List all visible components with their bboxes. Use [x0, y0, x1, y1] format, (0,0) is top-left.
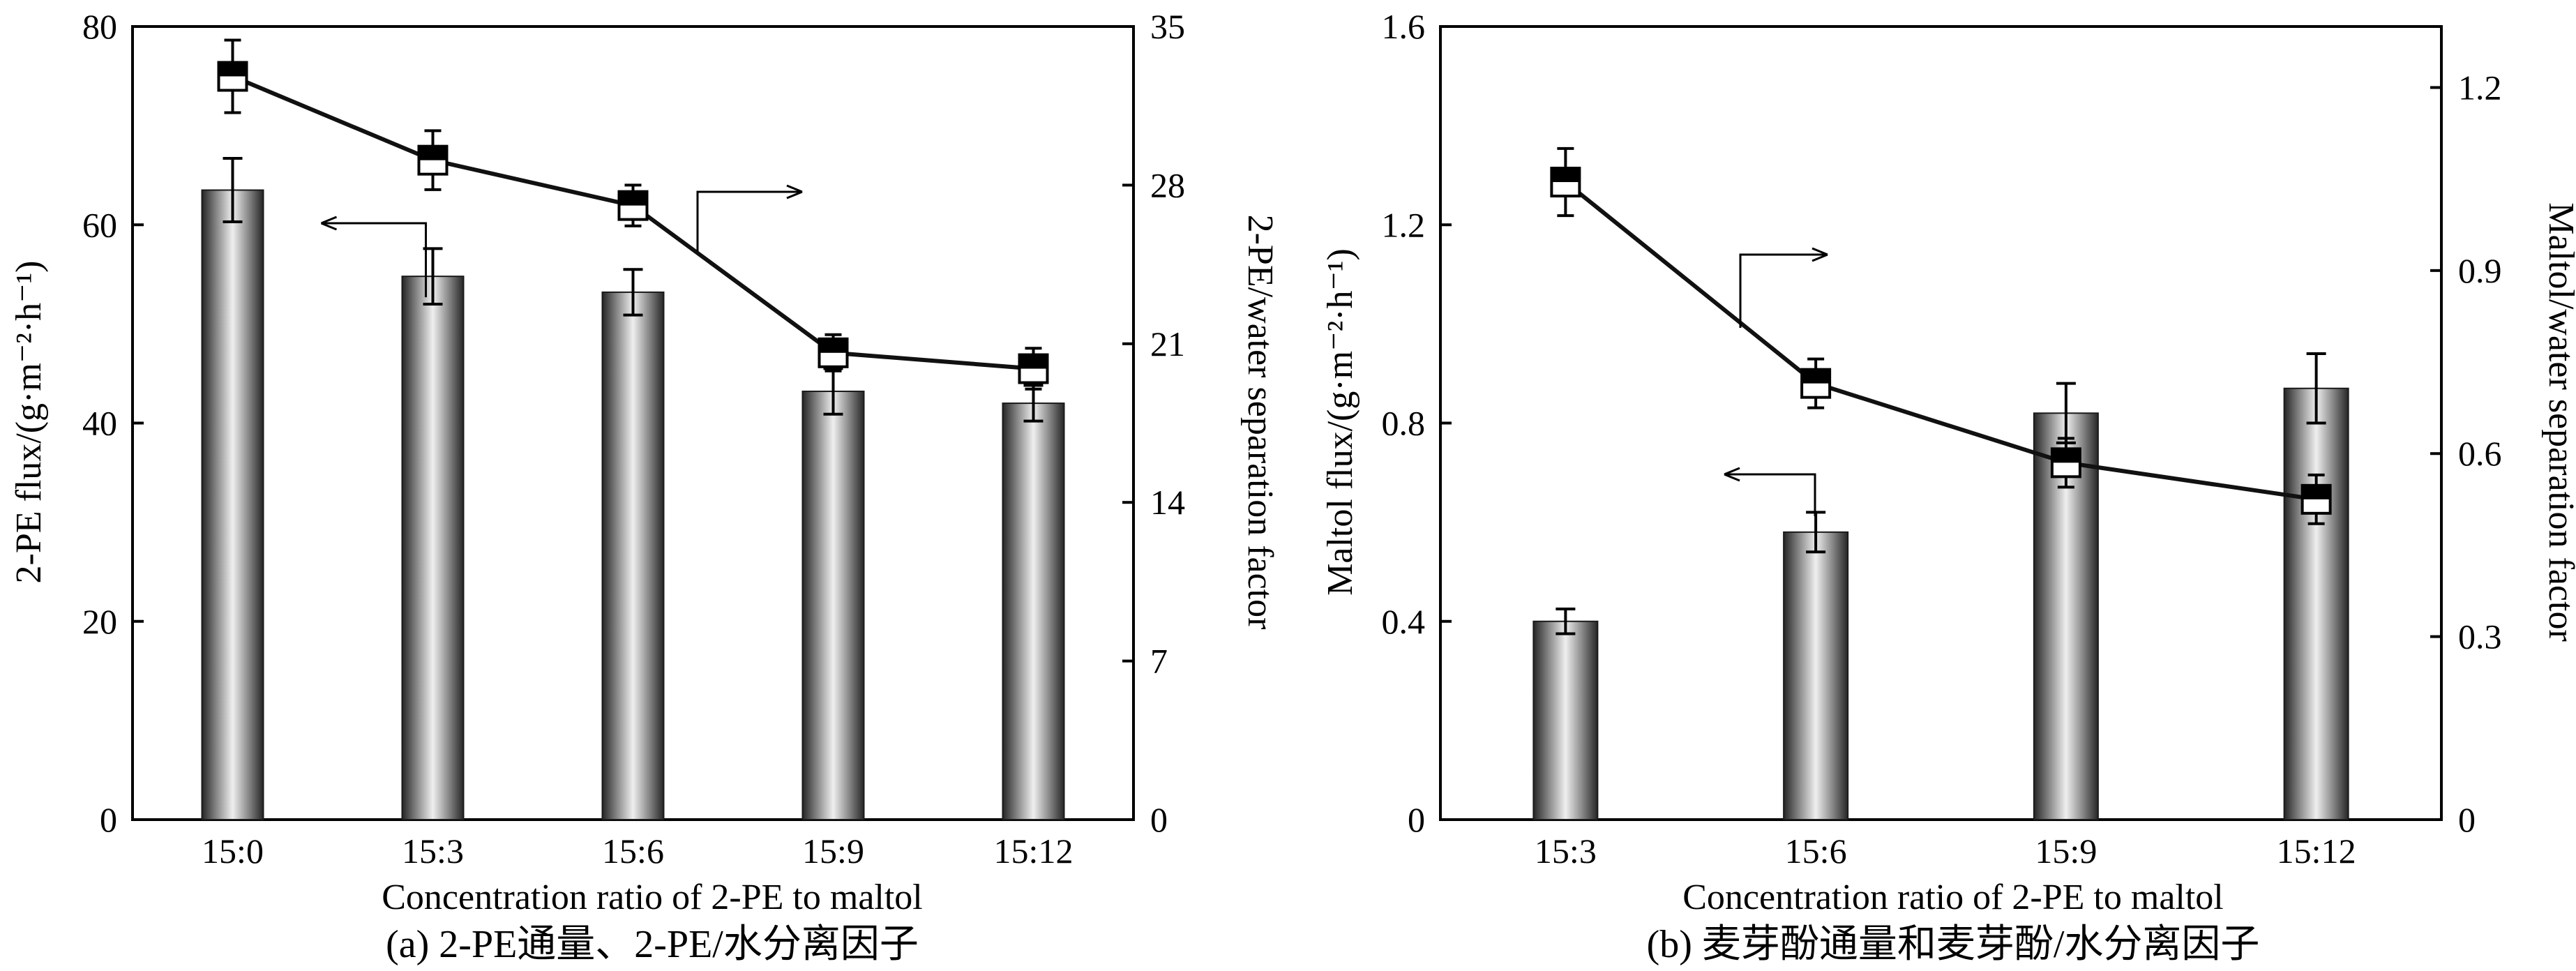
panel-a-plot: 0 20 40 60 80 0 7 14 21 28 35 15:0 15:3 15:6 15:9 15:12 — [82, 7, 1185, 871]
panel-b-y-left-title: Maltol flux/(g·m⁻²·h⁻¹) — [1320, 248, 1360, 596]
panel-a-right-arrow-head — [786, 184, 803, 200]
panel-a-left-arrow-head — [320, 216, 338, 231]
panel-b-y-left-tick-label: 1.6 — [1382, 7, 1426, 46]
panel-b-caption: (b) 麦芽酚通量和麦芽酚/水分离因子 — [1647, 923, 2260, 966]
panel-b-x-tick-label: 15:6 — [1785, 831, 1847, 871]
panel-b-left-arrow-head — [1724, 467, 1740, 482]
panel-a-bar — [201, 189, 264, 821]
panel-b-x-tick-label: 15:12 — [2277, 831, 2356, 871]
panel-b-bar — [2283, 387, 2349, 820]
panel-b-x-tick-label: 15:9 — [2035, 831, 2097, 871]
panel-b-right-arrow — [1739, 253, 1828, 328]
panel-a-y-right-tick-label: 7 — [1150, 642, 1168, 681]
panel-a-point-marker-half — [619, 191, 647, 206]
panel-a-point-marker-half — [419, 146, 447, 160]
panel-b-y-right-tick-label: 0.6 — [2458, 434, 2502, 473]
panel-b-point-marker-half — [2302, 485, 2330, 499]
panel-a-caption: (a) 2-PE通量、2-PE/水分离因子 — [386, 923, 919, 966]
panel-a-bar — [801, 391, 865, 820]
panel-a-y-left-tick-label: 80 — [82, 7, 117, 46]
panel-b-point-marker-half — [1551, 168, 1580, 183]
panel-a-point-marker-half — [1019, 354, 1048, 369]
panel-b-x-axis-title: Concentration ratio of 2-PE to maltol — [1682, 878, 2224, 917]
panel-a-point-marker-half — [819, 338, 848, 353]
panel-b-y-left-tick-label: 0.8 — [1382, 404, 1426, 443]
panel-b-y-left-tick-label: 0 — [1408, 800, 1425, 839]
panel-a-point-marker-half — [218, 62, 247, 77]
panel-a-bar — [601, 291, 665, 820]
panel-b-y-left-tick-label: 1.2 — [1382, 205, 1426, 244]
panel-a-x-tick-label: 15:12 — [994, 831, 1074, 871]
panel-a-y-left-tick-label: 40 — [82, 404, 117, 443]
panel-b-right-arrow-head — [1812, 247, 1828, 262]
panel-b-x-tick-label: 15:3 — [1535, 831, 1597, 871]
panel-a-x-tick-label: 15:6 — [602, 831, 664, 871]
panel-a-bar — [401, 276, 465, 820]
panel-a-right-arrow — [696, 190, 802, 251]
panel-a-y-right-tick-label: 28 — [1150, 165, 1185, 204]
panel-a-y-right-title: 2-PE/water separation factor — [1240, 215, 1280, 630]
panel-b-y-right-tick-label: 0.9 — [2458, 251, 2502, 290]
panel-b-y-right-tick-label: 0.3 — [2458, 617, 2502, 656]
panel-a-y-right-tick-label: 21 — [1150, 324, 1185, 363]
panel-a-y-right-tick-label: 14 — [1150, 483, 1185, 522]
panel-a-x-tick-label: 15:9 — [802, 831, 864, 871]
panel-b-y-right-title: Maltol/water separation factor — [2541, 202, 2576, 642]
panel-a-y-left-title: 2-PE flux/(g·m⁻²·h⁻¹) — [9, 261, 49, 584]
panel-b-point-marker-half — [2051, 449, 2080, 463]
panel-b-series-line — [1564, 180, 2317, 502]
panel-a-y-left-tick-label: 0 — [100, 800, 117, 839]
panel-a-x-axis-title: Concentration ratio of 2-PE to maltol — [382, 878, 923, 917]
panel-a-y-right-tick-label: 35 — [1150, 7, 1185, 46]
panel-b-plot: 0 0.4 0.8 1.2 1.6 0 0.3 0.6 0.9 1.2 15:3 15:6 15:9 15… — [1382, 7, 2502, 871]
panel-b-left-arrow — [1724, 473, 1816, 516]
panel-b: 0 0.4 0.8 1.2 1.6 0 0.3 0.6 0.9 1.2 15:3 15:6 15:9 15… — [1320, 7, 2576, 966]
panel-a-bar — [1002, 402, 1065, 820]
panel-b-y-right-tick-label: 1.2 — [2458, 68, 2502, 107]
panel-a-x-tick-label: 15:0 — [202, 831, 264, 871]
panel-a-left-arrow — [321, 222, 427, 298]
panel-b-bar — [1532, 620, 1599, 820]
panel-a-y-left-tick-label: 60 — [82, 205, 117, 244]
panel-b-point-marker-half — [1802, 369, 1830, 384]
panel-a-y-right-tick-label: 0 — [1150, 800, 1168, 839]
panel-a-y-left-tick-label: 20 — [82, 602, 117, 641]
panel-b-y-right-tick-label: 0 — [2458, 800, 2476, 839]
panel-a: 0 20 40 60 80 0 7 14 21 28 35 15:0 15:3 15:6 15:9 15:12… — [9, 7, 1280, 966]
panel-b-y-left-tick-label: 0.4 — [1382, 602, 1426, 641]
panel-b-bar — [1783, 531, 1849, 821]
panel-a-x-tick-label: 15:3 — [402, 831, 464, 871]
